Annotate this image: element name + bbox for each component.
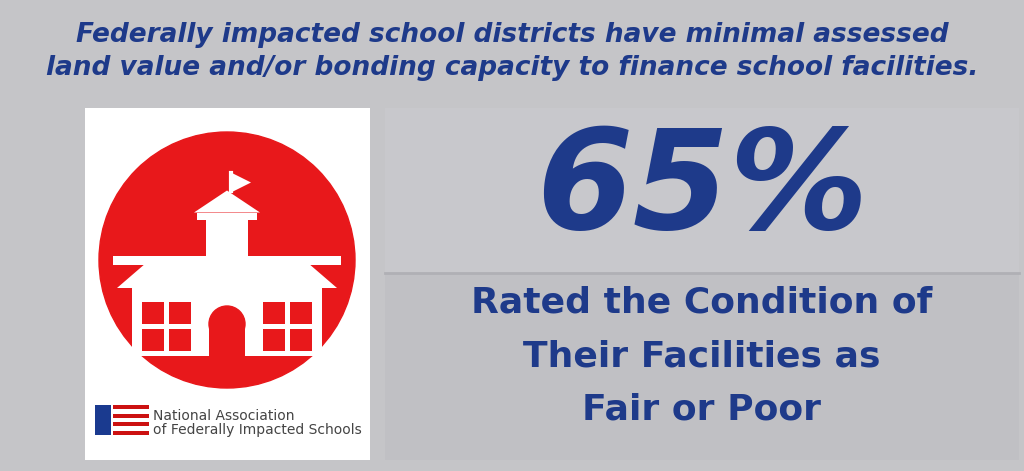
Bar (113, 405, 150, 409)
Text: Fair or Poor: Fair or Poor (583, 392, 821, 426)
Bar (290, 329, 312, 351)
Bar (142, 329, 164, 351)
Bar (206, 219, 248, 255)
Bar (385, 274, 1019, 460)
Bar (113, 255, 341, 265)
Bar (113, 414, 150, 418)
Bar (142, 302, 164, 324)
Bar (263, 329, 285, 351)
Bar (132, 288, 322, 356)
Bar (113, 418, 150, 422)
Circle shape (209, 306, 245, 342)
Text: Rated the Condition of: Rated the Condition of (471, 286, 933, 320)
Text: 65%: 65% (536, 123, 868, 258)
Polygon shape (231, 172, 251, 193)
Bar (169, 302, 191, 324)
Bar (197, 212, 257, 219)
Bar (113, 409, 150, 414)
Text: land value and/or bonding capacity to finance school facilities.: land value and/or bonding capacity to fi… (46, 55, 978, 81)
Bar (385, 108, 1019, 274)
Circle shape (99, 132, 355, 388)
Text: National Association: National Association (153, 409, 295, 423)
Bar (113, 430, 150, 435)
Text: Their Facilities as: Their Facilities as (523, 339, 881, 373)
Bar (263, 302, 285, 324)
Bar (169, 329, 191, 351)
Bar (113, 426, 150, 430)
Text: Federally impacted school districts have minimal assessed: Federally impacted school districts have… (76, 22, 948, 48)
Bar (209, 324, 245, 356)
Bar (95, 405, 111, 435)
Bar (85, 108, 370, 460)
Bar (113, 422, 150, 426)
Polygon shape (194, 190, 260, 212)
Text: of Federally Impacted Schools: of Federally Impacted Schools (153, 423, 361, 437)
Polygon shape (117, 260, 337, 288)
Bar (290, 302, 312, 324)
